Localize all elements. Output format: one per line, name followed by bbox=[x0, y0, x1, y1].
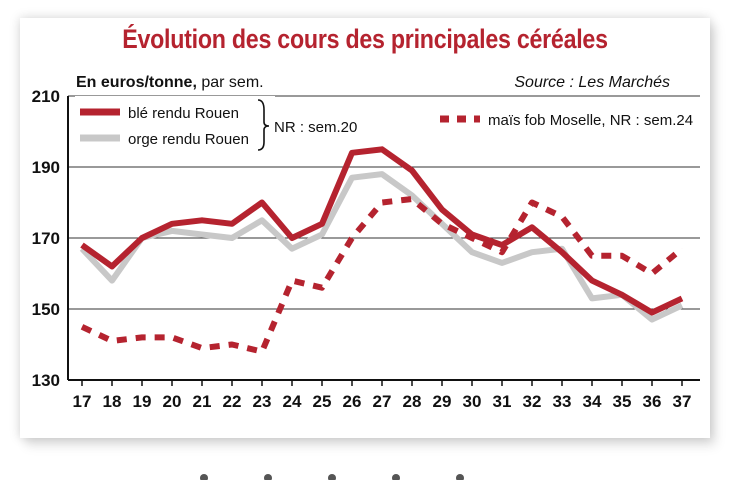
caption-fragment bbox=[392, 474, 400, 480]
legend: blé rendu Rouen orge rendu Rouen NR : se… bbox=[75, 96, 693, 154]
caption-fragment bbox=[328, 474, 336, 480]
series-layer bbox=[79, 146, 684, 355]
chart-title: Évolution des cours des principales céré… bbox=[122, 24, 608, 54]
x-tick-label: 24 bbox=[283, 392, 302, 411]
x-tick-label: 36 bbox=[643, 392, 662, 411]
x-tick-label: 31 bbox=[493, 392, 512, 411]
unit-label-rest: par sem. bbox=[196, 74, 264, 91]
x-tick-label: 35 bbox=[613, 392, 632, 411]
x-tick-label: 29 bbox=[433, 392, 452, 411]
source-label: Source : Les Marchés bbox=[514, 74, 670, 91]
x-tick-label: 33 bbox=[553, 392, 572, 411]
x-tick-label: 26 bbox=[343, 392, 362, 411]
partial-next-caption bbox=[200, 446, 560, 480]
unit-label-bold: En euros/tonne, bbox=[76, 74, 197, 91]
x-tick-label: 19 bbox=[133, 392, 152, 411]
x-tick-label: 27 bbox=[373, 392, 392, 411]
y-tick-label: 170 bbox=[32, 229, 60, 248]
x-tick-label: 18 bbox=[103, 392, 122, 411]
y-tick-label: 210 bbox=[32, 87, 60, 106]
unit-label: En euros/tonne, par sem. bbox=[76, 74, 264, 92]
chart-card: Évolution des cours des principales céré… bbox=[20, 18, 710, 438]
x-tick-label: 17 bbox=[73, 392, 92, 411]
x-tick-label: 37 bbox=[673, 392, 692, 411]
x-tick-label: 20 bbox=[163, 392, 182, 411]
x-axis: 17 18 19 20 21 22 23 24 25 26 27 28 29 30 31 32 33 34 35 36… bbox=[68, 379, 700, 411]
x-tick-label: 22 bbox=[223, 392, 242, 411]
legend-label-mais: maïs fob Moselle, NR : sem.24 bbox=[488, 112, 693, 129]
line-chart: 130 150 170 190 210 17 18 19 20 21 22 23 24 25 26 27 28… bbox=[32, 87, 700, 411]
y-axis: 130 150 170 190 210 bbox=[32, 87, 69, 390]
x-tick-label: 28 bbox=[403, 392, 422, 411]
legend-brace bbox=[257, 99, 270, 151]
x-tick-label: 32 bbox=[523, 392, 542, 411]
x-tick-label: 30 bbox=[463, 392, 482, 411]
x-tick-label: 21 bbox=[193, 392, 212, 411]
series-line-mais bbox=[80, 196, 684, 355]
legend-label-ble: blé rendu Rouen bbox=[128, 105, 239, 122]
y-tick-label: 190 bbox=[32, 158, 60, 177]
legend-background bbox=[75, 96, 275, 154]
x-tick-label: 25 bbox=[313, 392, 332, 411]
caption-fragment bbox=[200, 474, 208, 480]
x-tick-label: 23 bbox=[253, 392, 272, 411]
caption-fragment bbox=[264, 474, 272, 480]
y-tick-label: 130 bbox=[32, 371, 60, 390]
legend-label-orge: orge rendu Rouen bbox=[128, 131, 249, 148]
y-tick-label: 150 bbox=[32, 300, 60, 319]
legend-label-nr: NR : sem.20 bbox=[274, 119, 357, 136]
series-line-orge bbox=[79, 171, 684, 323]
caption-fragment bbox=[456, 474, 464, 480]
x-tick-label: 34 bbox=[583, 392, 602, 411]
